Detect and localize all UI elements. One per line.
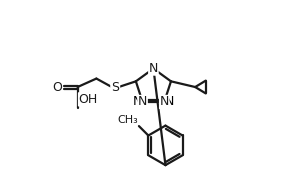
Text: O: O bbox=[52, 81, 62, 94]
Text: N: N bbox=[133, 96, 142, 108]
Text: S: S bbox=[111, 81, 119, 94]
Text: CH₃: CH₃ bbox=[118, 115, 139, 125]
Text: N: N bbox=[149, 62, 158, 75]
Text: N: N bbox=[149, 62, 158, 75]
Text: N: N bbox=[160, 96, 169, 108]
Text: N: N bbox=[165, 96, 174, 108]
Text: N: N bbox=[138, 96, 147, 108]
Text: OH: OH bbox=[78, 93, 98, 106]
